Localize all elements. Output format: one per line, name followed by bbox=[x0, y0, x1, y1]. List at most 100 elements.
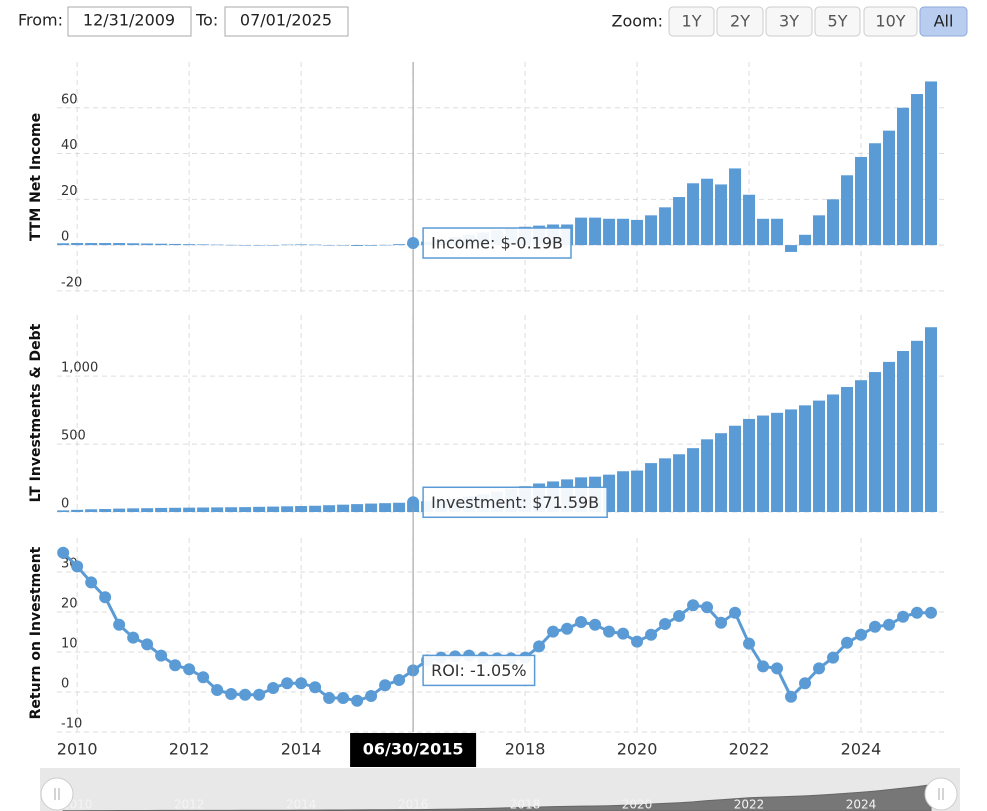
point bbox=[197, 671, 210, 684]
y-tick-label: 40 bbox=[61, 138, 78, 153]
to-input[interactable] bbox=[224, 6, 349, 37]
navigator-tick-label: 2024 bbox=[846, 798, 877, 811]
bar bbox=[155, 507, 168, 512]
bar bbox=[127, 508, 140, 512]
zoom-button-label[interactable]: 5Y bbox=[828, 12, 848, 31]
bar bbox=[211, 507, 224, 512]
point bbox=[715, 616, 728, 629]
y-tick-label: 10 bbox=[61, 637, 78, 652]
bar bbox=[673, 454, 686, 512]
bar bbox=[379, 503, 392, 512]
zoom-button-label[interactable]: 1Y bbox=[682, 12, 702, 31]
bar bbox=[925, 81, 938, 246]
bar bbox=[323, 245, 336, 246]
y-tick-label: 0 bbox=[61, 230, 69, 245]
crosshair-label-box bbox=[350, 733, 477, 767]
bar bbox=[757, 415, 770, 512]
zoom-button[interactable] bbox=[919, 6, 968, 37]
bar bbox=[99, 243, 112, 246]
bar bbox=[351, 504, 364, 512]
point bbox=[827, 651, 840, 664]
x-tick-label: 2010 bbox=[57, 740, 98, 759]
point bbox=[589, 618, 602, 631]
bar bbox=[631, 219, 644, 246]
bar bbox=[323, 505, 336, 512]
zoom-button[interactable] bbox=[668, 6, 715, 37]
y-axis-title: TTM Net Income bbox=[28, 113, 44, 241]
bar bbox=[645, 215, 658, 246]
bar bbox=[855, 156, 868, 246]
bar bbox=[869, 143, 882, 246]
y-tick-label: 20 bbox=[61, 597, 78, 612]
bar bbox=[785, 245, 798, 252]
point bbox=[729, 606, 742, 619]
bar bbox=[715, 433, 728, 512]
point bbox=[351, 694, 364, 707]
y-tick-label: -20 bbox=[61, 275, 82, 290]
bar bbox=[771, 218, 784, 246]
point bbox=[575, 616, 588, 628]
bar bbox=[897, 351, 910, 512]
point bbox=[687, 599, 700, 612]
navigator-handle[interactable] bbox=[40, 777, 74, 811]
navigator-tick-label: 2018 bbox=[510, 798, 541, 811]
bar bbox=[351, 245, 364, 246]
bar bbox=[729, 425, 742, 512]
bar bbox=[617, 471, 630, 512]
bar bbox=[911, 340, 924, 512]
zoom-button[interactable] bbox=[863, 6, 918, 37]
point bbox=[211, 684, 224, 696]
bar bbox=[295, 506, 308, 512]
navigator-tick-label: 2012 bbox=[174, 798, 205, 811]
tooltip-box bbox=[422, 654, 536, 687]
zoom-button-label[interactable]: 3Y bbox=[779, 12, 799, 31]
bar bbox=[701, 439, 714, 512]
bar bbox=[225, 244, 238, 246]
point bbox=[393, 674, 406, 686]
bar bbox=[365, 503, 378, 512]
point bbox=[757, 660, 770, 673]
hover-point bbox=[407, 496, 420, 509]
crosshair-label: 06/30/2015 bbox=[363, 740, 464, 759]
zoom-button[interactable] bbox=[716, 6, 764, 37]
bar bbox=[337, 504, 350, 512]
zoom-button[interactable] bbox=[814, 6, 861, 37]
bar bbox=[883, 361, 896, 512]
bar bbox=[267, 506, 280, 512]
navigator-handle[interactable] bbox=[924, 777, 958, 811]
bar bbox=[85, 243, 98, 246]
navigator-tick-label: 2014 bbox=[286, 798, 317, 811]
bar bbox=[575, 217, 588, 246]
zoom-button-label[interactable]: All bbox=[934, 12, 954, 31]
point bbox=[71, 560, 84, 573]
to-value[interactable]: 07/01/2025 bbox=[240, 11, 332, 30]
x-tick-label: 2024 bbox=[841, 740, 882, 759]
bar bbox=[253, 506, 266, 512]
bar bbox=[155, 243, 168, 246]
bar bbox=[729, 168, 742, 246]
bar bbox=[57, 243, 70, 246]
from-input[interactable] bbox=[67, 6, 192, 37]
zoom-button-label[interactable]: 2Y bbox=[730, 12, 750, 31]
point bbox=[617, 627, 630, 640]
tooltip-box bbox=[422, 486, 608, 519]
point bbox=[659, 618, 672, 630]
bar bbox=[169, 243, 182, 246]
point bbox=[281, 677, 294, 690]
bar bbox=[239, 245, 252, 246]
zoom-button-label[interactable]: 10Y bbox=[875, 12, 905, 31]
bar bbox=[309, 244, 322, 246]
zoom-button[interactable] bbox=[765, 6, 813, 37]
bar bbox=[743, 418, 756, 512]
from-value[interactable]: 12/31/2009 bbox=[83, 11, 175, 30]
bar bbox=[589, 217, 602, 246]
point bbox=[183, 663, 196, 676]
bar bbox=[127, 243, 140, 246]
bar bbox=[211, 244, 224, 246]
y-tick-label: 1,000 bbox=[61, 361, 98, 376]
bar bbox=[113, 243, 126, 246]
hover-point bbox=[407, 237, 420, 250]
point bbox=[785, 690, 798, 703]
bar bbox=[617, 218, 630, 246]
bar bbox=[897, 107, 910, 246]
